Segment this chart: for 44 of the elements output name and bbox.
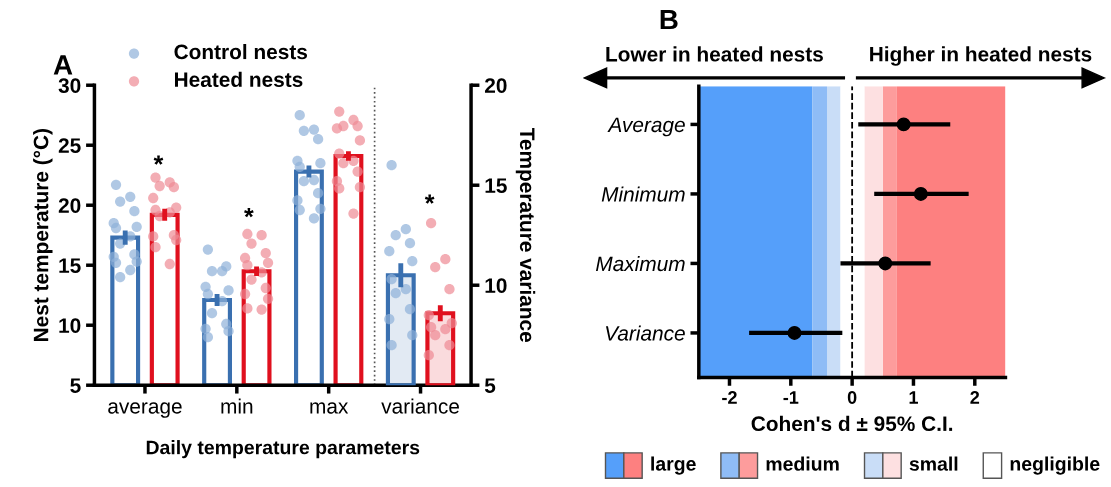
x-tick-label: -2 xyxy=(722,391,737,404)
legend-label: large xyxy=(651,456,696,475)
text: Lower in heated nests xyxy=(606,46,823,62)
y2-axis-title: Temperature variance xyxy=(515,127,536,343)
annotation: * xyxy=(424,194,435,204)
y2-tick-label: 5 xyxy=(484,378,496,393)
x-tick-label: variance xyxy=(381,398,459,414)
y-tick-label: 10 xyxy=(59,318,81,333)
legend-label: Heated nests xyxy=(174,71,303,88)
x-axis-title: Daily temperature parameters xyxy=(146,440,420,459)
annotation: * xyxy=(153,155,164,165)
point xyxy=(878,256,893,271)
point xyxy=(913,186,928,201)
y-tick-label: Maximum xyxy=(595,255,685,272)
point xyxy=(896,117,911,132)
y2-tick-label: 15 xyxy=(485,178,507,193)
y2-tick-label: 20 xyxy=(484,78,507,93)
point xyxy=(787,325,802,340)
x-tick-label: min xyxy=(221,398,253,414)
x-axis-title: Cohen's d ± 95% C.I. xyxy=(751,415,953,432)
y-tick-label: Minimum xyxy=(601,186,685,202)
y-tick-label: 5 xyxy=(70,378,81,393)
x-tick-label: max xyxy=(310,402,349,414)
y2-tick-label: 10 xyxy=(485,278,507,293)
x-tick-label: -1 xyxy=(783,391,799,404)
chart-title: A xyxy=(53,55,73,75)
x-tick-label: 2 xyxy=(970,391,980,404)
chart-title: B xyxy=(660,9,678,30)
legend-label: negligible xyxy=(1010,456,1100,475)
y-tick-label: Average xyxy=(607,117,685,137)
y-axis-title: Nest temperature (°C) xyxy=(33,129,53,342)
legend-label: small xyxy=(909,456,958,471)
legend-label: medium xyxy=(766,456,839,471)
y-tick-label: 15 xyxy=(59,258,81,273)
text: Higher in heated nests xyxy=(870,46,1092,66)
y-tick-label: 30 xyxy=(58,78,81,94)
annotation: * xyxy=(244,207,254,218)
legend-label: Control nests xyxy=(174,43,308,60)
y-tick-label: 25 xyxy=(58,138,81,153)
y-tick-label: Variance xyxy=(605,325,685,341)
x-tick-label: 0 xyxy=(847,391,857,404)
x-tick-label: average xyxy=(108,402,182,418)
x-tick-label: 1 xyxy=(909,391,918,404)
y-tick-label: 20 xyxy=(58,198,81,213)
